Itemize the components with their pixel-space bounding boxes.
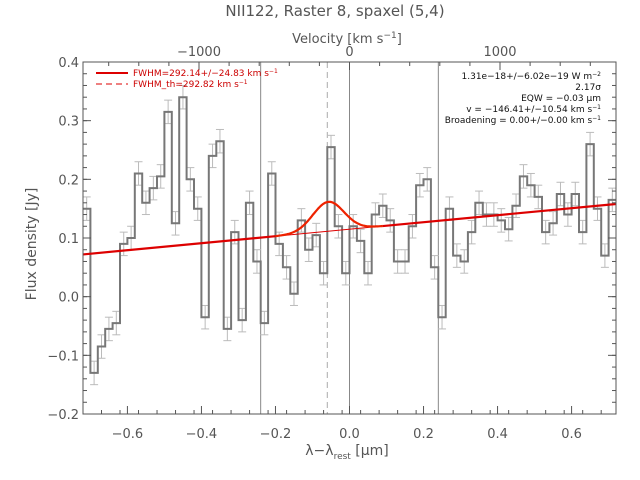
fit-gaussian	[275, 200, 383, 238]
top-axis-label: Velocity [km s−1]	[292, 31, 402, 47]
legend-entry: FWHM_th=292.82 km s−1	[133, 79, 248, 90]
y-tick-label: 0.1	[58, 232, 79, 247]
top-tick-label: −1000	[177, 45, 221, 60]
legend: FWHM=292.14+/−24.83 km s−1FWHM_th=292.82…	[96, 68, 278, 90]
spectrum-step-line	[83, 96, 616, 374]
x-tick-label: 0.0	[339, 427, 360, 442]
axis-ticks: −0.6 −0.4 −0.2 0.0 0.2 0.4 0.6 −0.2 −0.1 0.0 0.1 0.…	[47, 45, 616, 442]
top-tick-label: 0	[345, 45, 353, 60]
spectrum-series	[83, 96, 616, 374]
x-axis-label: λ−λrest [μm]	[305, 443, 389, 462]
chart-title: NII122, Raster 8, spaxel (5,4)	[225, 2, 444, 20]
fit-annotation: v = −146.41+/−10.54 km s−1	[466, 104, 601, 115]
x-tick-label: 0.6	[561, 427, 582, 442]
fit-annotation: 2.17σ	[575, 83, 601, 93]
fit-continuum-left	[82, 235, 276, 256]
legend-entry: FWHM=292.14+/−24.83 km s−1	[133, 68, 278, 79]
x-tick-label: 0.2	[413, 427, 434, 442]
y-tick-label: 0.2	[58, 173, 79, 188]
y-tick-label: −0.1	[47, 349, 79, 364]
fit-curves	[82, 200, 617, 256]
y-tick-label: 0.0	[58, 291, 79, 306]
fit-continuum-right	[382, 202, 617, 228]
x-tick-label: −0.2	[260, 427, 292, 442]
y-tick-label: 0.3	[58, 115, 79, 130]
y-axis-label: Flux density [Jy]	[24, 188, 40, 301]
fit-annotation: 1.31e−18+/−6.02e−19 W m−2	[462, 71, 602, 82]
x-tick-label: −0.4	[186, 427, 218, 442]
fit-annotation: EQW = −0.03 μm	[521, 94, 601, 104]
top-tick-label: 1000	[483, 45, 516, 60]
fit-annotation: Broadening = 0.00+/−0.00 km s−1	[445, 115, 601, 126]
x-tick-label: 0.4	[487, 427, 508, 442]
y-tick-label: −0.2	[47, 408, 79, 423]
x-tick-label: −0.6	[112, 427, 144, 442]
y-tick-label: 0.4	[58, 56, 79, 71]
